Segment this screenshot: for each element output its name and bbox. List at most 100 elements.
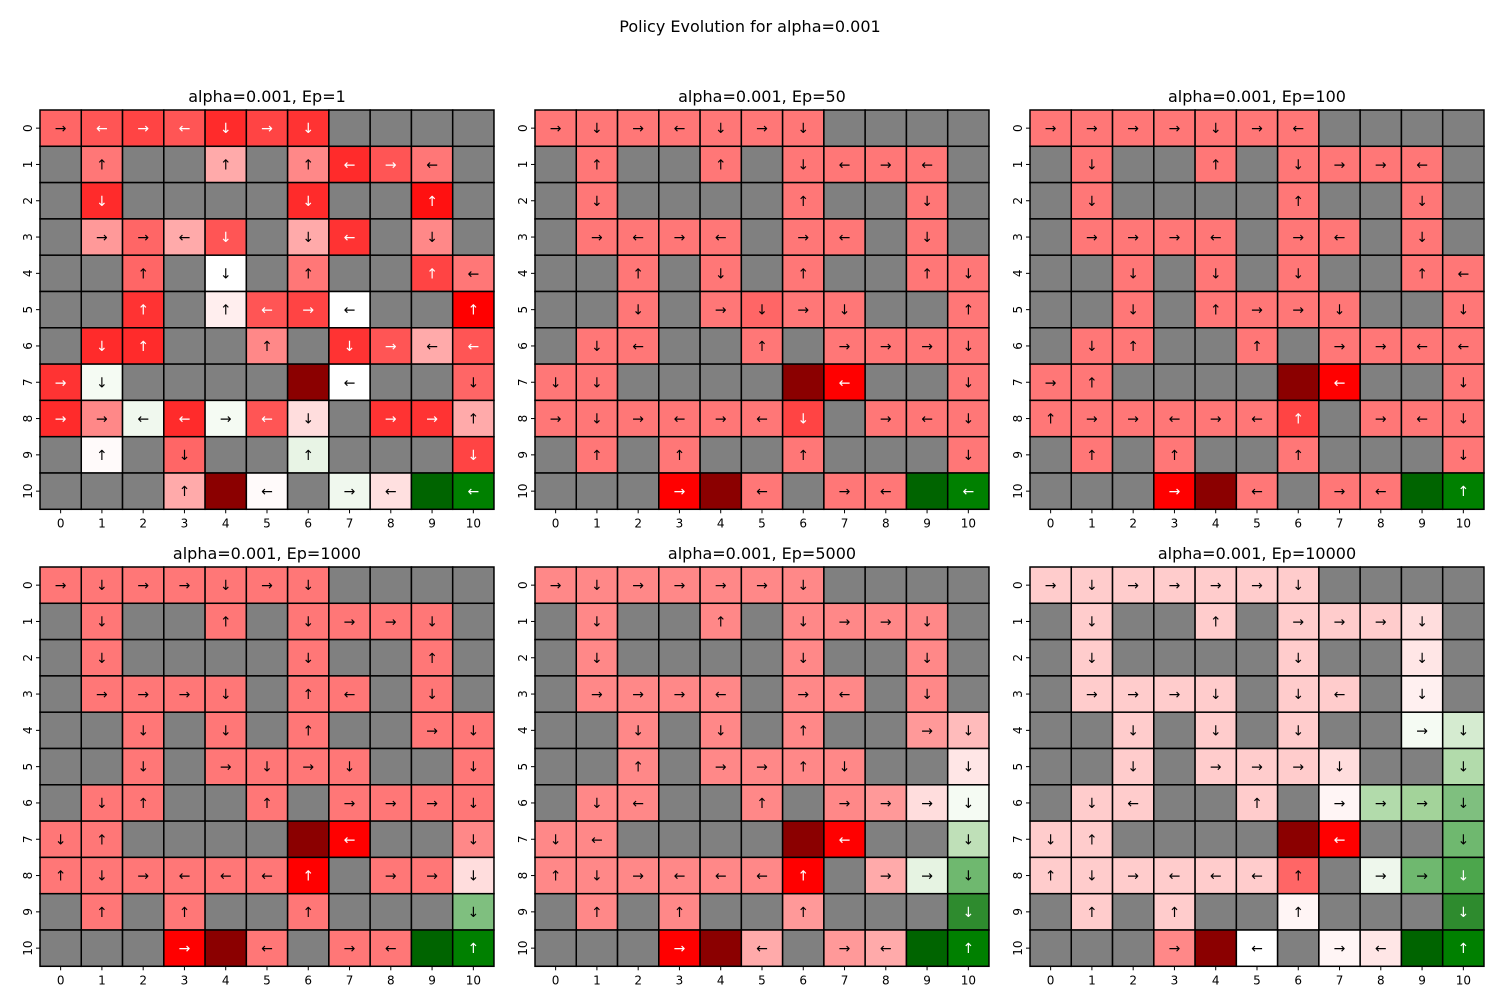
heatmap-cell xyxy=(121,435,165,474)
y-tick-label: 6 xyxy=(1011,799,1025,807)
heatmap-cell xyxy=(80,784,124,822)
heatmap-cell xyxy=(1276,435,1320,474)
policy-arrow: → xyxy=(302,760,314,776)
policy-arrow: ← xyxy=(839,687,851,703)
heatmap-cell xyxy=(410,784,454,822)
heatmap-cell xyxy=(286,363,330,402)
policy-arrow: ↑ xyxy=(302,905,314,921)
heatmap-cell xyxy=(1235,181,1279,220)
policy-arrow: ↓ xyxy=(1334,760,1346,776)
heatmap-cell xyxy=(245,181,289,220)
heatmap-cell xyxy=(575,711,619,750)
heatmap-cell xyxy=(1194,892,1238,931)
y-tick-label: 5 xyxy=(21,763,35,771)
policy-arrow: → xyxy=(1375,614,1387,630)
policy-arrow: → xyxy=(426,723,438,739)
policy-arrow: ↓ xyxy=(1127,303,1139,319)
policy-arrow: ↓ xyxy=(1086,614,1098,630)
y-tick-label: 2 xyxy=(1011,654,1025,662)
policy-arrow: → xyxy=(344,941,356,957)
heatmap-cell xyxy=(1070,929,1114,968)
heatmap-cell xyxy=(369,711,413,750)
heatmap-cell xyxy=(121,290,165,329)
heatmap-cell xyxy=(1441,820,1485,859)
heatmap-cell xyxy=(1111,363,1155,402)
heatmap-cell xyxy=(328,929,371,968)
heatmap-cell xyxy=(616,747,660,786)
heatmap-cell xyxy=(1441,181,1485,220)
policy-arrow: → xyxy=(1169,484,1181,500)
x-tick-label: 4 xyxy=(1212,973,1220,987)
policy-arrow: ← xyxy=(1416,339,1428,355)
heatmap-cell xyxy=(121,784,165,822)
heatmap-cell xyxy=(204,145,248,184)
heatmap-cell xyxy=(1029,218,1073,256)
heatmap-cell xyxy=(658,399,701,438)
heatmap-cell xyxy=(245,254,289,293)
policy-arrow: → xyxy=(1045,375,1057,391)
policy-arrow: → xyxy=(1169,121,1181,137)
heatmap-cell xyxy=(1070,892,1114,931)
policy-arrow: → xyxy=(715,578,727,594)
heatmap-cell xyxy=(1194,747,1238,786)
heatmap-cell xyxy=(1441,711,1485,750)
x-tick-label: 10 xyxy=(466,973,481,987)
policy-arrow: ↓ xyxy=(96,869,108,885)
policy-arrow: → xyxy=(1127,121,1139,137)
x-tick-label: 9 xyxy=(923,973,931,987)
heatmap-cell xyxy=(616,472,660,511)
x-tick-label: 10 xyxy=(1456,516,1471,530)
heatmap-cell xyxy=(1441,602,1485,641)
policy-arrow: ← xyxy=(880,941,892,957)
heatmap-cell xyxy=(1400,711,1444,750)
policy-arrow: ↓ xyxy=(921,194,933,210)
heatmap-cell xyxy=(1194,820,1238,859)
heatmap-cell xyxy=(1029,784,1073,822)
policy-arrow: ↓ xyxy=(1127,266,1139,282)
heatmap-cell xyxy=(699,602,743,641)
heatmap-cell xyxy=(451,566,495,605)
policy-arrow: ↓ xyxy=(1457,375,1469,391)
policy-arrow: ↓ xyxy=(591,375,603,391)
heatmap-cell xyxy=(864,327,908,365)
heatmap-cell xyxy=(1111,820,1155,859)
policy-arrow: ↑ xyxy=(797,448,809,464)
heatmap-cell xyxy=(864,711,908,750)
policy-arrow: → xyxy=(261,121,273,137)
heatmap-cell xyxy=(534,181,578,220)
heatmap-cell xyxy=(1111,472,1155,511)
y-tick-label: 4 xyxy=(1011,727,1025,735)
heatmap-cell xyxy=(616,892,660,931)
heatmap-cell xyxy=(163,290,206,329)
heatmap-cell xyxy=(864,820,908,859)
policy-arrow: ↓ xyxy=(1457,723,1469,739)
policy-arrow: ↓ xyxy=(797,157,809,173)
heatmap-cell xyxy=(204,363,248,402)
policy-arrow: → xyxy=(839,941,851,957)
heatmap-cell xyxy=(451,290,495,329)
policy-arrow: → xyxy=(591,230,603,246)
heatmap-cell xyxy=(534,327,578,365)
heatmap-cell xyxy=(245,145,289,184)
heatmap-cell xyxy=(1400,856,1444,895)
policy-arrow: ↓ xyxy=(632,303,644,319)
x-tick-label: 8 xyxy=(882,516,890,530)
heatmap-cell xyxy=(369,892,413,931)
heatmap-cell xyxy=(823,602,866,641)
heatmap-cell xyxy=(328,711,371,750)
policy-arrow: → xyxy=(632,412,644,428)
heatmap-cell xyxy=(1194,929,1238,968)
heatmap-cell xyxy=(781,363,825,402)
policy-arrow: ← xyxy=(385,484,397,500)
policy-arrow: → xyxy=(674,687,686,703)
policy-arrow: → xyxy=(715,412,727,428)
policy-arrow: ↑ xyxy=(1457,941,1469,957)
heatmap-cell xyxy=(369,435,413,474)
heatmap-cell xyxy=(1111,435,1155,474)
policy-arrow: ↓ xyxy=(467,832,479,848)
heatmap-cell xyxy=(245,711,289,750)
x-tick-label: 0 xyxy=(552,516,560,530)
heatmap-cell xyxy=(823,399,866,438)
policy-arrow: ↑ xyxy=(55,869,67,885)
heatmap-cell xyxy=(328,472,371,511)
